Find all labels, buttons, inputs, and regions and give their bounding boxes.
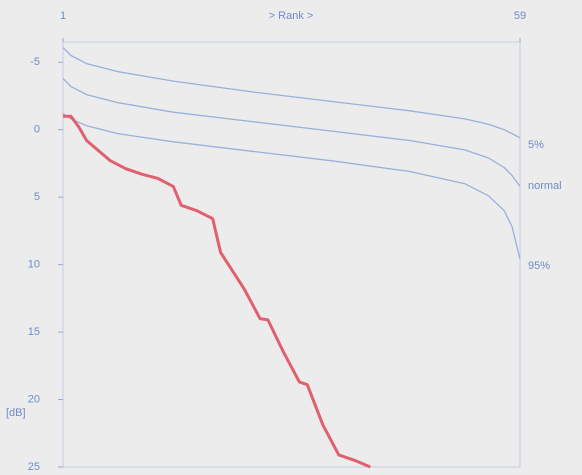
y-tick-label: 15 xyxy=(28,326,40,338)
x-axis-label: > Rank > xyxy=(269,10,314,22)
legend-label: normal xyxy=(528,180,562,192)
y-tick-label: 10 xyxy=(28,259,40,271)
legend-label: 95% xyxy=(528,260,550,272)
series-line xyxy=(62,77,521,187)
legend-label: 5% xyxy=(528,139,544,151)
series-line xyxy=(62,46,521,139)
y-tick-label: 0 xyxy=(34,124,40,136)
y-tick-label: 5 xyxy=(34,191,40,203)
series-line xyxy=(62,112,521,260)
plot-frame xyxy=(62,41,521,468)
x-tick-label: 1 xyxy=(60,10,66,22)
y-tick-label: -5 xyxy=(30,56,40,68)
x-tick-label: 59 xyxy=(514,10,526,22)
y-tick-label: 20 xyxy=(28,393,40,405)
y-tick-label: 25 xyxy=(28,461,40,473)
y-axis-label: [dB] xyxy=(6,407,26,419)
measured-line xyxy=(63,114,371,469)
